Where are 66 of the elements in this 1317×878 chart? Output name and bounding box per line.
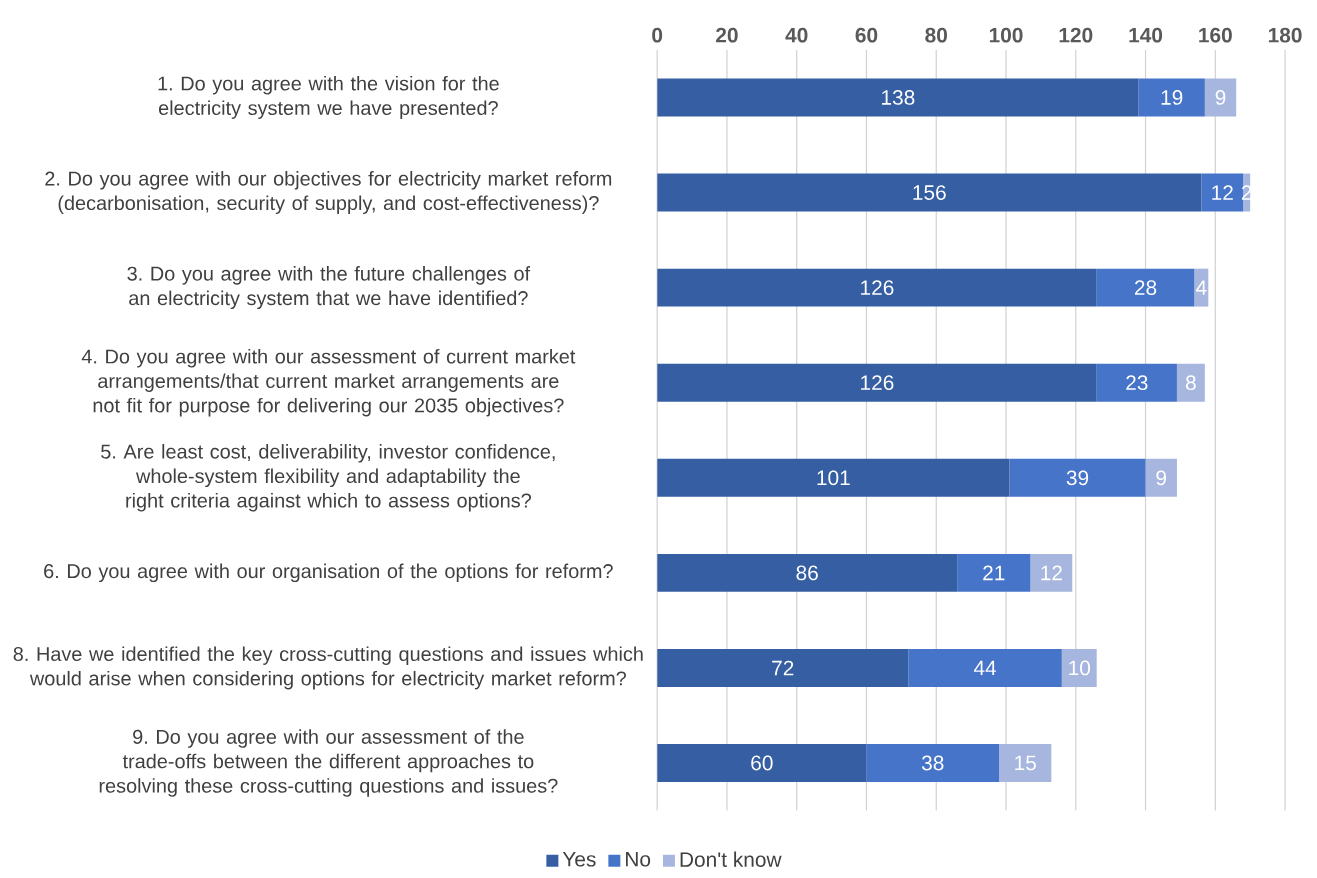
data-label: 39	[1066, 470, 1089, 486]
data-label: 44	[973, 660, 997, 676]
data-label: 138	[882, 90, 915, 105]
x-tick-label: 180	[1268, 27, 1302, 43]
data-label: 156	[913, 185, 946, 201]
x-tick-label: 100	[989, 27, 1023, 43]
x-tick-label: 20	[716, 27, 738, 43]
bar	[657, 363, 1097, 402]
data-label: 126	[861, 375, 894, 391]
bar	[1096, 268, 1195, 307]
bar	[1176, 363, 1205, 402]
bar	[1201, 173, 1244, 212]
x-tick-label: 60	[855, 27, 878, 43]
bar	[657, 268, 1097, 307]
bar	[657, 78, 1139, 117]
y-tick-label: 6. Do you agree with our organisation of the options for reform?	[44, 563, 613, 583]
bar	[1030, 553, 1073, 592]
data-label: 12	[1041, 565, 1062, 581]
data-label: 19	[1161, 90, 1183, 105]
data-label: 9	[1156, 470, 1167, 486]
bar	[657, 744, 867, 783]
y-tick-label: 5. Are least cost, deliverability, investor confidence, whole-system flexibility and adaptability the right criteria against which to assess options?	[101, 444, 555, 512]
data-label: 60	[751, 755, 773, 771]
bar	[908, 649, 1062, 687]
data-label: 28	[1134, 280, 1157, 296]
bar	[1138, 78, 1205, 117]
bar	[657, 553, 958, 592]
data-label: 9	[1215, 90, 1226, 105]
x-tick-label: 120	[1059, 27, 1093, 43]
data-label: 126	[861, 280, 894, 296]
data-label: 86	[796, 565, 818, 581]
bar	[1061, 649, 1097, 687]
bar	[1096, 363, 1177, 402]
data-label: 72	[772, 660, 794, 676]
bar	[657, 458, 1010, 497]
y-tick-label: 3. Do you agree with the future challenges of an electricity system that we have identified?	[127, 266, 531, 310]
bar	[657, 649, 909, 687]
data-label: 23	[1126, 375, 1148, 391]
data-label: 38	[921, 755, 944, 771]
data-label: 10	[1069, 660, 1091, 676]
legend-label: No	[626, 852, 651, 867]
data-label: 8	[1185, 375, 1196, 391]
y-tick-label: 2. Do you agree with our objectives for electricity market reform (decarbonisation, security of supply, and cost-effectiveness)?	[45, 171, 612, 215]
data-label: 4	[1196, 280, 1207, 295]
legend-label: Don't know	[680, 851, 782, 868]
x-tick-label: 0	[652, 27, 663, 43]
data-label: 15	[1015, 755, 1036, 771]
bar	[1204, 78, 1237, 117]
bar	[1145, 458, 1177, 497]
data-label: 12	[1212, 185, 1233, 200]
x-tick-label: 40	[785, 27, 808, 43]
y-tick-label: 1. Do you agree with the vision for the electricity system we have presented?	[158, 76, 499, 120]
x-tick-label: 80	[925, 27, 947, 43]
bar	[657, 173, 1202, 212]
y-tick-label: 8. Have we identified the key cross-cutting questions and issues which would arise when considering options for electricity market reform?	[13, 646, 643, 690]
y-tick-label: 9. Do you agree with our assessment of the trade-offs between the different approaches to resolving these cross-cutting questions and issues?	[99, 729, 558, 797]
data-label: 21	[983, 565, 1005, 581]
legend-label: Yes	[562, 852, 596, 867]
data-label: 101	[817, 470, 850, 486]
x-tick-label: 160	[1199, 27, 1232, 43]
bar	[999, 744, 1052, 783]
y-tick-label: 4. Do you agree with our assessment of current market arrangements/that current market arrangements are not fit for purpose for delivering our 2035 objectives?	[81, 349, 576, 417]
bar	[1009, 458, 1146, 497]
bar	[866, 744, 1000, 783]
x-tick-label: 140	[1129, 27, 1163, 43]
bar	[957, 553, 1031, 592]
